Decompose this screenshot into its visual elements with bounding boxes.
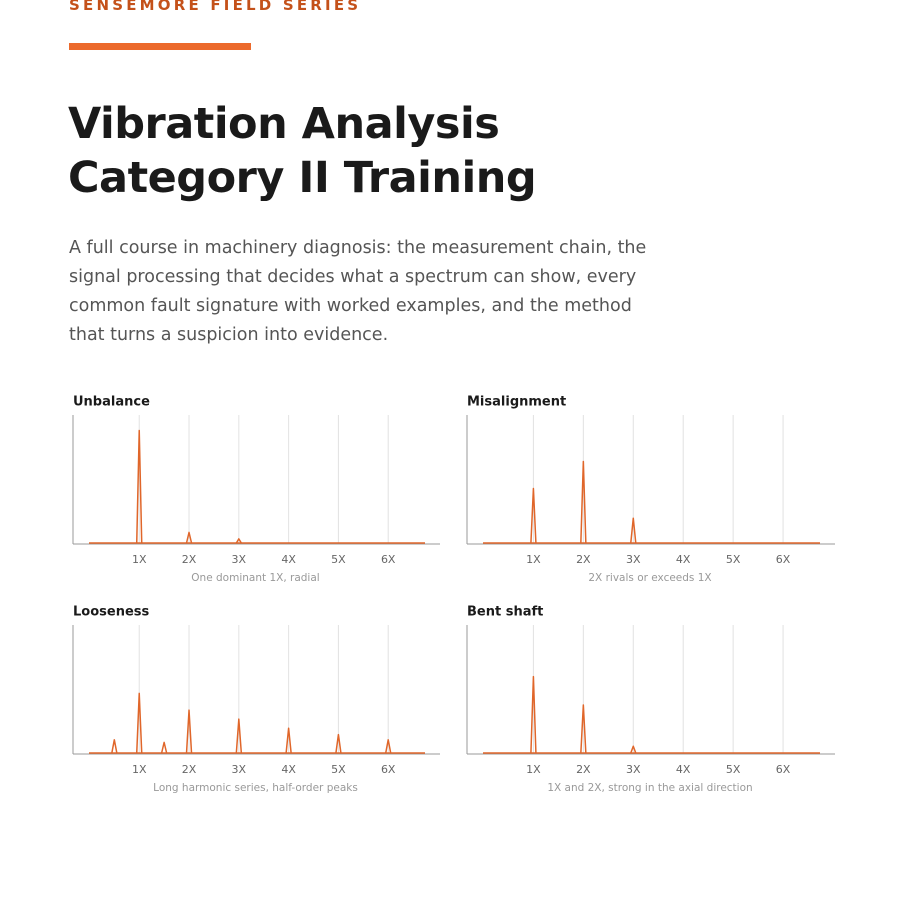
chart-caption: Long harmonic series, half-order peaks — [153, 782, 358, 794]
spectrum-peak — [580, 460, 587, 544]
chart-title: Bent shaft — [467, 605, 543, 620]
x-tick-label: 3X — [626, 553, 641, 566]
title-line: Category II Training — [68, 153, 537, 203]
spectrum-peak — [384, 739, 392, 754]
x-tick-label: 3X — [232, 763, 247, 776]
spectrum-peak — [630, 745, 637, 754]
title-line: Vibration Analysis — [68, 99, 500, 149]
spectrum-peak — [160, 741, 168, 754]
spectrum-peak — [530, 675, 537, 754]
x-tick-label: 6X — [776, 763, 791, 776]
x-tick-label: 1X — [132, 553, 147, 566]
chart-caption: 1X and 2X, strong in the axial direction — [547, 782, 752, 794]
x-tick-label: 3X — [626, 763, 641, 776]
spectrum-peak — [285, 727, 292, 754]
chart-title: Misalignment — [467, 395, 566, 410]
x-tick-label: 2X — [576, 763, 591, 776]
x-tick-label: 6X — [381, 553, 396, 566]
chart-title: Looseness — [73, 605, 150, 620]
x-tick-label: 4X — [281, 763, 296, 776]
spectrum-peak — [135, 692, 143, 754]
x-tick-label: 5X — [726, 763, 741, 776]
chart-caption: 2X rivals or exceeds 1X — [588, 572, 711, 584]
x-tick-label: 1X — [526, 553, 541, 566]
x-tick-label: 1X — [132, 763, 147, 776]
x-tick-label: 4X — [676, 763, 691, 776]
x-tick-label: 6X — [776, 553, 791, 566]
eyebrow: SENSEMORE FIELD SERIES — [69, 0, 362, 14]
x-tick-label: 5X — [331, 553, 346, 566]
x-tick-label: 1X — [526, 763, 541, 776]
x-tick-label: 5X — [331, 763, 346, 776]
x-tick-label: 2X — [182, 763, 197, 776]
spectrum-peak — [135, 429, 143, 544]
accent-bar — [69, 43, 251, 50]
spectrum-peak — [530, 487, 537, 544]
x-tick-label: 4X — [281, 553, 296, 566]
spectrum-peak — [335, 733, 342, 754]
spectrum-peak — [580, 704, 587, 754]
description: A full course in machinery diagnosis: th… — [69, 238, 647, 345]
chart-caption: One dominant 1X, radial — [191, 572, 319, 584]
spectrum-peak — [235, 538, 242, 544]
spectrum-peak — [185, 709, 193, 754]
spectrum-peak — [111, 739, 118, 754]
chart-title: Unbalance — [73, 395, 150, 410]
x-tick-label: 2X — [182, 553, 197, 566]
x-tick-label: 4X — [676, 553, 691, 566]
x-tick-label: 2X — [576, 553, 591, 566]
spectrum-peak — [185, 531, 193, 544]
title: Vibration Analysis Category II Training — [68, 97, 537, 205]
x-tick-label: 5X — [726, 553, 741, 566]
x-tick-label: 3X — [232, 553, 247, 566]
spectrum-peak — [630, 517, 637, 544]
spectrum-peak — [235, 718, 243, 754]
x-tick-label: 6X — [381, 763, 396, 776]
